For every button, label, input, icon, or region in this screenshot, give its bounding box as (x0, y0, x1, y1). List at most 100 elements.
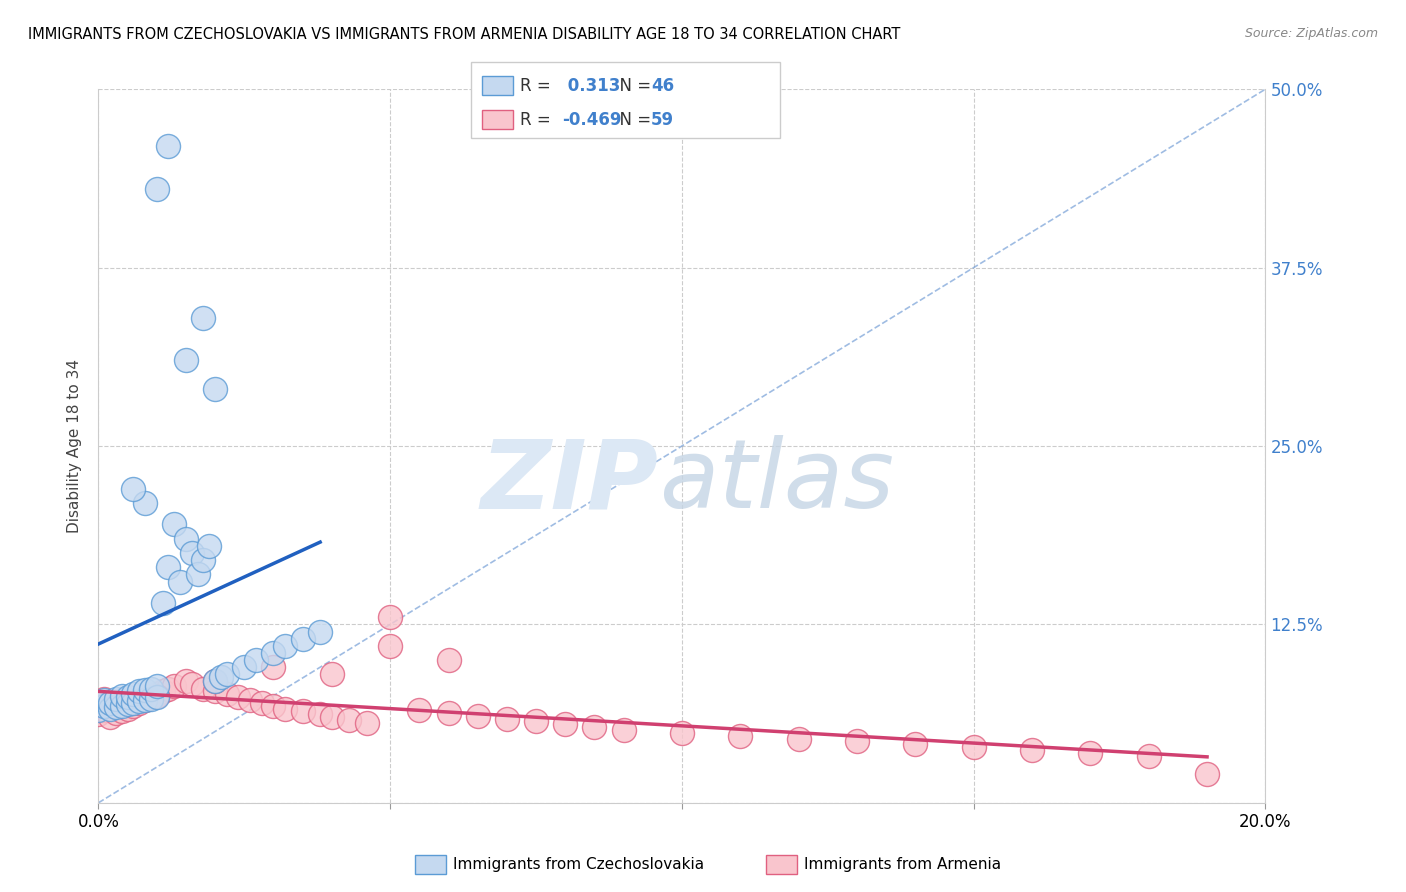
Point (233, 660, 256, 674)
Point (554, 717, 576, 731)
Point (134, 693, 156, 707)
Point (117, 690, 139, 705)
Point (262, 660, 284, 674)
Point (163, 517, 186, 532)
Text: 59: 59 (651, 111, 673, 128)
Text: N =: N = (609, 111, 657, 128)
Point (146, 679, 169, 693)
Text: Immigrants from Czechoslovakia: Immigrants from Czechoslovakia (453, 857, 704, 871)
Y-axis label: Disability Age 18 to 34: Disability Age 18 to 34 (67, 359, 83, 533)
Point (87, 696, 110, 710)
Text: IMMIGRANTS FROM CZECHOSLOVAKIA VS IMMIGRANTS FROM ARMENIA DISABILITY AGE 18 TO 3: IMMIGRANTS FROM CZECHOSLOVAKIA VS IMMIGR… (28, 27, 900, 42)
Point (146, 690, 169, 705)
Point (321, 710, 343, 724)
Point (291, 705, 314, 719)
Point (408, 703, 430, 717)
Point (380, 639, 402, 653)
Point (104, 694, 127, 708)
Point (146, 689, 169, 703)
Text: -0.469: -0.469 (562, 111, 621, 128)
Point (204, 674, 226, 689)
Point (122, 698, 145, 713)
Point (356, 715, 378, 730)
Point (87, 707, 110, 722)
Point (198, 539, 221, 553)
Point (1021, 743, 1043, 757)
Point (111, 693, 134, 707)
Point (98, 701, 121, 715)
Point (157, 139, 180, 153)
Point (583, 720, 606, 734)
Point (128, 684, 150, 698)
Point (146, 687, 169, 701)
Point (139, 690, 162, 705)
Text: ZIP: ZIP (481, 435, 658, 528)
Point (98, 710, 121, 724)
Point (187, 567, 209, 582)
Point (337, 713, 360, 727)
Point (152, 684, 174, 698)
Point (262, 646, 284, 660)
Point (671, 726, 693, 740)
Point (204, 684, 226, 698)
Point (496, 712, 519, 726)
Point (274, 639, 297, 653)
Point (180, 546, 202, 560)
Point (139, 681, 162, 696)
Text: 0.313: 0.313 (562, 77, 621, 95)
Point (98, 698, 121, 713)
Point (1195, 767, 1218, 781)
Point (104, 706, 127, 720)
Point (262, 698, 284, 713)
Point (111, 705, 134, 719)
Point (291, 632, 314, 646)
Point (128, 696, 150, 710)
Point (93, 703, 115, 717)
Point (730, 729, 752, 743)
Text: R =: R = (520, 77, 557, 95)
Point (309, 707, 332, 722)
Text: atlas: atlas (658, 435, 894, 528)
Point (128, 694, 150, 708)
Text: N =: N = (609, 77, 657, 95)
Point (163, 679, 186, 693)
Text: R =: R = (520, 111, 557, 128)
Point (111, 698, 134, 713)
Point (93, 693, 115, 707)
Point (209, 670, 232, 684)
Point (1080, 746, 1102, 760)
Point (152, 596, 174, 610)
Point (309, 624, 332, 639)
Point (962, 740, 984, 755)
Point (193, 553, 215, 567)
Point (193, 310, 215, 325)
Point (437, 706, 460, 720)
Point (169, 574, 191, 589)
Point (87, 703, 110, 717)
Point (157, 681, 180, 696)
Point (245, 653, 267, 667)
Point (146, 182, 169, 196)
Point (122, 482, 145, 496)
Text: Source: ZipAtlas.com: Source: ZipAtlas.com (1244, 27, 1378, 40)
Point (437, 653, 460, 667)
Point (93, 691, 115, 706)
Point (228, 690, 250, 705)
Point (93, 698, 115, 713)
Point (380, 610, 402, 624)
Point (117, 701, 139, 715)
Point (98, 696, 121, 710)
Point (612, 723, 634, 737)
Point (174, 674, 197, 689)
Point (111, 689, 134, 703)
Point (321, 667, 343, 681)
Point (157, 560, 180, 574)
Point (117, 698, 139, 712)
Point (174, 353, 197, 368)
Text: Immigrants from Armenia: Immigrants from Armenia (804, 857, 1001, 871)
Point (904, 737, 927, 751)
Point (104, 700, 127, 714)
Point (204, 382, 226, 396)
Point (1137, 748, 1160, 763)
Point (134, 693, 156, 707)
